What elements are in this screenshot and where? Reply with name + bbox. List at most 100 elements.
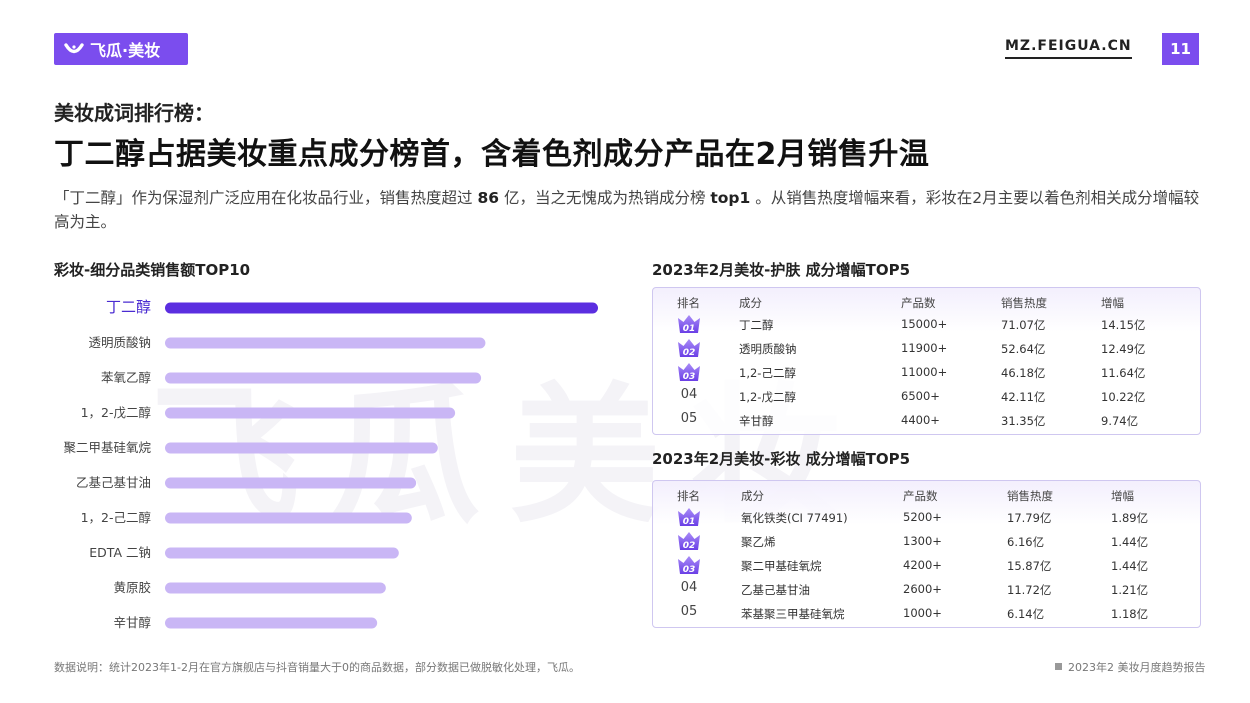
sales-heat-cell: 6.16亿	[1007, 535, 1045, 549]
sales-heat-cell: 11.72亿	[1007, 583, 1052, 597]
sales-heat-cell: 17.79亿	[1007, 511, 1052, 525]
ingredient-name-cell: 丁二醇	[739, 318, 774, 332]
svg-text:02: 02	[683, 348, 696, 358]
table-header-cell: 增幅	[1101, 296, 1124, 310]
bar	[165, 302, 598, 314]
skincare-growth-table: 排名 成分 产品数 销售热度 增幅 01 丁二醇 15000+ 71.07亿 14.15亿 02 透明…	[652, 287, 1201, 435]
rank-cell: 05	[680, 604, 698, 619]
sales-heat-cell: 71.07亿	[1001, 318, 1046, 332]
site-url-link[interactable]: MZ.FEIGUA.CN	[1005, 38, 1132, 59]
ingredient-name-cell: 乙基己基甘油	[741, 583, 810, 597]
description-part1: 「丁二醇」作为保湿剂广泛应用在化妆品行业，销售热度超过	[54, 189, 478, 207]
table-row: 02 透明质酸钠 11900+ 52.64亿 12.49亿	[653, 336, 1200, 360]
bar-label: 丁二醇	[106, 298, 151, 316]
svg-text:03: 03	[683, 565, 696, 575]
table-header-cell: 排名	[677, 296, 700, 310]
table-row: 03 1,2-己二醇 11000+ 46.18亿 11.64亿	[653, 360, 1200, 384]
growth-cell: 1.89亿	[1111, 511, 1149, 525]
bar-label: 乙基己基甘油	[76, 475, 151, 490]
table-header-cell: 产品数	[903, 489, 938, 503]
rank-cell: 05	[680, 411, 698, 426]
brand-logo[interactable]: 飞瓜·美妆	[54, 33, 188, 65]
page-title: 丁二醇占据美妆重点成分榜首，含着色剂成分产品在2月销售升温	[54, 137, 930, 172]
sales-heat-cell: 52.64亿	[1001, 342, 1046, 356]
table-row: 05 辛甘醇 4400+ 31.35亿 9.74亿	[653, 408, 1200, 432]
rank-cell: 04	[680, 580, 698, 595]
product-count-cell: 2600+	[903, 582, 942, 596]
table-row: 01 氧化铁类(CI 77491) 5200+ 17.79亿 1.89亿	[653, 505, 1200, 529]
product-count-cell: 11900+	[901, 341, 948, 355]
bar	[165, 407, 456, 419]
rank-cell: 04	[680, 387, 698, 402]
skincare-table-title: 2023年2月美妆-护肤 成分增幅TOP5	[652, 261, 911, 279]
description-part3: 。从销售热度增幅来看，彩妆在2月主要以着色剂相关成分增幅较高为主。	[54, 189, 1200, 231]
crown-rank-badge-icon: 02	[678, 532, 700, 551]
product-count-cell: 11000+	[901, 365, 948, 379]
footer-report-text: 2023年2 美妆月度趋势报告	[1068, 661, 1206, 674]
makeup-growth-table: 排名 成分 产品数 销售热度 增幅 01 氧化铁类(CI 77491) 5200+ 17.79亿…	[652, 480, 1201, 628]
footer-data-note: 数据说明：统计2023年1-2月在官方旗舰店与抖音销量大于0的商品数据，部分数据…	[54, 661, 580, 674]
growth-cell: 1.18亿	[1111, 607, 1149, 621]
footer-report-label: 2023年2 美妆月度趋势报告	[1055, 659, 1206, 675]
bar-label: 聚二甲基硅氧烷	[63, 440, 151, 455]
table-header-row: 排名 成分 产品数 销售热度 增幅	[653, 290, 1200, 314]
bar	[165, 442, 438, 454]
svg-text:03: 03	[683, 372, 696, 382]
product-count-cell: 4400+	[901, 413, 940, 427]
chart-title: 彩妆-细分品类销售额TOP10	[54, 261, 251, 279]
product-count-cell: 5200+	[903, 510, 942, 524]
crown-rank-badge-icon: 01	[678, 315, 700, 334]
bar-label: 辛甘醇	[113, 615, 151, 630]
ingredient-name-cell: 聚乙烯	[741, 535, 776, 549]
description-part2: 亿，当之无愧成为热销成分榜	[499, 189, 711, 207]
table-header-cell: 排名	[677, 489, 700, 503]
sales-heat-cell: 42.11亿	[1001, 390, 1046, 404]
description-paragraph: 「丁二醇」作为保湿剂广泛应用在化妆品行业，销售热度超过 86 亿，当之无愧成为热…	[54, 186, 1204, 234]
bar	[165, 372, 482, 384]
growth-cell: 1.44亿	[1111, 559, 1149, 573]
table-row: 04 1,2-戊二醇 6500+ 42.11亿 10.22亿	[653, 384, 1200, 408]
svg-text:01: 01	[683, 517, 696, 527]
product-count-cell: 6500+	[901, 389, 940, 403]
sales-heat-cell: 31.35亿	[1001, 414, 1046, 428]
table-header-cell: 产品数	[901, 296, 936, 310]
ingredient-name-cell: 聚二甲基硅氧烷	[741, 559, 822, 573]
logo-mark-icon	[64, 43, 84, 54]
growth-cell: 9.74亿	[1101, 414, 1139, 428]
product-count-cell: 15000+	[901, 317, 948, 331]
description-num1: 86	[477, 189, 500, 207]
bar	[165, 582, 386, 594]
sales-heat-cell: 15.87亿	[1007, 559, 1052, 573]
ingredient-name-cell: 透明质酸钠	[739, 342, 797, 356]
sales-heat-cell: 6.14亿	[1007, 607, 1045, 621]
bar-label: 黄原胶	[113, 580, 151, 595]
table-row: 05 苯基聚三甲基硅氧烷 1000+ 6.14亿 1.18亿	[653, 601, 1200, 625]
table-header-cell: 成分	[741, 489, 764, 503]
table-header-row: 排名 成分 产品数 销售热度 增幅	[653, 483, 1200, 507]
growth-cell: 1.44亿	[1111, 535, 1149, 549]
growth-cell: 12.49亿	[1101, 342, 1146, 356]
bar	[165, 512, 412, 524]
ingredient-name-cell: 辛甘醇	[739, 414, 774, 428]
crown-rank-badge-icon: 03	[678, 363, 700, 382]
growth-cell: 14.15亿	[1101, 318, 1146, 332]
growth-cell: 11.64亿	[1101, 366, 1146, 380]
crown-rank-badge-icon: 03	[678, 556, 700, 575]
product-count-cell: 1000+	[903, 606, 942, 620]
makeup-table-title: 2023年2月美妆-彩妆 成分增幅TOP5	[652, 450, 911, 468]
bar-label: 苯氧乙醇	[101, 370, 151, 385]
sales-heat-cell: 46.18亿	[1001, 366, 1046, 380]
ingredient-name-cell: 氧化铁类(CI 77491)	[741, 511, 848, 525]
ingredient-name-cell: 1,2-己二醇	[739, 366, 796, 380]
square-icon	[1055, 663, 1062, 670]
crown-rank-badge-icon: 02	[678, 339, 700, 358]
bar-label: 1，2-戊二醇	[81, 405, 151, 420]
growth-cell: 1.21亿	[1111, 583, 1149, 597]
table-row: 03 聚二甲基硅氧烷 4200+ 15.87亿 1.44亿	[653, 553, 1200, 577]
product-count-cell: 4200+	[903, 558, 942, 572]
bar-label: 1，2-己二醇	[81, 510, 151, 525]
table-row: 04 乙基己基甘油 2600+ 11.72亿 1.21亿	[653, 577, 1200, 601]
bar	[165, 477, 417, 489]
svg-text:02: 02	[683, 541, 696, 551]
